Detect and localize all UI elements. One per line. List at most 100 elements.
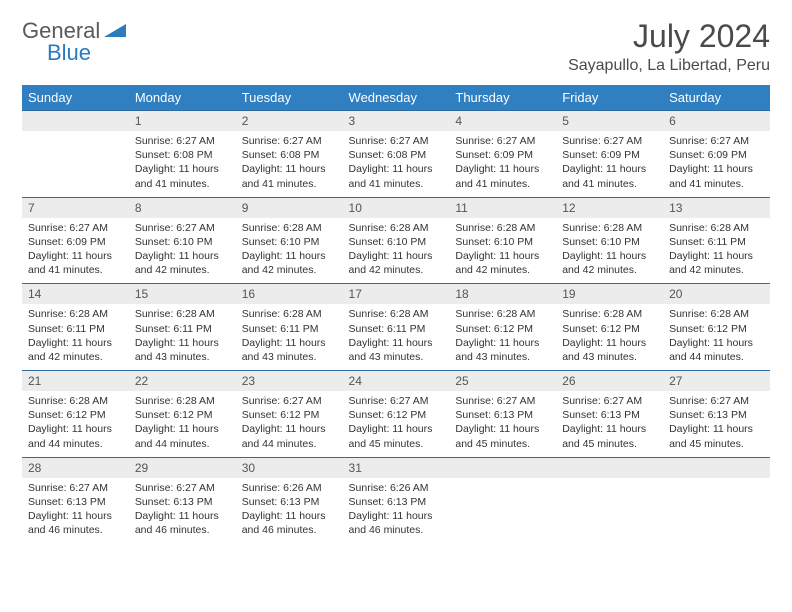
sunset-text: Sunset: 6:10 PM <box>562 235 657 249</box>
weekday-header: Thursday <box>449 85 556 111</box>
title-block: July 2024 Sayapullo, La Libertad, Peru <box>568 18 770 75</box>
sunset-text: Sunset: 6:10 PM <box>349 235 444 249</box>
day-body: Sunrise: 6:28 AMSunset: 6:11 PMDaylight:… <box>22 304 129 370</box>
calendar-week: 28Sunrise: 6:27 AMSunset: 6:13 PMDayligh… <box>22 457 770 543</box>
sunrise-text: Sunrise: 6:28 AM <box>455 221 550 235</box>
calendar-cell: 1Sunrise: 6:27 AMSunset: 6:08 PMDaylight… <box>129 111 236 198</box>
sunrise-text: Sunrise: 6:27 AM <box>455 134 550 148</box>
daylight-text: Daylight: 11 hours and 41 minutes. <box>135 162 230 190</box>
day-body: Sunrise: 6:28 AMSunset: 6:10 PMDaylight:… <box>556 218 663 284</box>
calendar-cell: 3Sunrise: 6:27 AMSunset: 6:08 PMDaylight… <box>343 111 450 198</box>
daylight-text: Daylight: 11 hours and 46 minutes. <box>242 509 337 537</box>
calendar-cell <box>556 457 663 543</box>
day-number: 12 <box>556 198 663 218</box>
daylight-text: Daylight: 11 hours and 44 minutes. <box>28 422 123 450</box>
month-title: July 2024 <box>568 18 770 55</box>
daylight-text: Daylight: 11 hours and 46 minutes. <box>349 509 444 537</box>
daylight-text: Daylight: 11 hours and 43 minutes. <box>455 336 550 364</box>
calendar-cell: 9Sunrise: 6:28 AMSunset: 6:10 PMDaylight… <box>236 197 343 284</box>
sunset-text: Sunset: 6:13 PM <box>669 408 764 422</box>
day-body: Sunrise: 6:28 AMSunset: 6:12 PMDaylight:… <box>663 304 770 370</box>
daylight-text: Daylight: 11 hours and 41 minutes. <box>669 162 764 190</box>
sunrise-text: Sunrise: 6:28 AM <box>28 394 123 408</box>
day-number: 2 <box>236 111 343 131</box>
sunset-text: Sunset: 6:12 PM <box>28 408 123 422</box>
day-body: Sunrise: 6:27 AMSunset: 6:13 PMDaylight:… <box>663 391 770 457</box>
calendar-week: 1Sunrise: 6:27 AMSunset: 6:08 PMDaylight… <box>22 111 770 198</box>
sunset-text: Sunset: 6:09 PM <box>669 148 764 162</box>
day-number: 25 <box>449 371 556 391</box>
day-number: 22 <box>129 371 236 391</box>
sunset-text: Sunset: 6:09 PM <box>28 235 123 249</box>
daylight-text: Daylight: 11 hours and 42 minutes. <box>242 249 337 277</box>
calendar-cell <box>449 457 556 543</box>
sunrise-text: Sunrise: 6:28 AM <box>28 307 123 321</box>
day-number: 26 <box>556 371 663 391</box>
sunset-text: Sunset: 6:10 PM <box>242 235 337 249</box>
day-body: Sunrise: 6:27 AMSunset: 6:13 PMDaylight:… <box>129 478 236 544</box>
day-body: Sunrise: 6:28 AMSunset: 6:12 PMDaylight:… <box>449 304 556 370</box>
sunset-text: Sunset: 6:13 PM <box>28 495 123 509</box>
sunset-text: Sunset: 6:13 PM <box>455 408 550 422</box>
calendar-cell: 2Sunrise: 6:27 AMSunset: 6:08 PMDaylight… <box>236 111 343 198</box>
sunset-text: Sunset: 6:08 PM <box>135 148 230 162</box>
sunset-text: Sunset: 6:08 PM <box>242 148 337 162</box>
sunrise-text: Sunrise: 6:27 AM <box>455 394 550 408</box>
sunset-text: Sunset: 6:13 PM <box>242 495 337 509</box>
day-body: Sunrise: 6:27 AMSunset: 6:13 PMDaylight:… <box>22 478 129 544</box>
calendar-head: SundayMondayTuesdayWednesdayThursdayFrid… <box>22 85 770 111</box>
calendar-cell: 10Sunrise: 6:28 AMSunset: 6:10 PMDayligh… <box>343 197 450 284</box>
daylight-text: Daylight: 11 hours and 42 minutes. <box>669 249 764 277</box>
day-number: 27 <box>663 371 770 391</box>
day-body: Sunrise: 6:27 AMSunset: 6:09 PMDaylight:… <box>22 218 129 284</box>
day-body: Sunrise: 6:27 AMSunset: 6:09 PMDaylight:… <box>556 131 663 197</box>
calendar-body: 1Sunrise: 6:27 AMSunset: 6:08 PMDaylight… <box>22 111 770 544</box>
daylight-text: Daylight: 11 hours and 45 minutes. <box>455 422 550 450</box>
day-number: 28 <box>22 458 129 478</box>
day-number: 14 <box>22 284 129 304</box>
day-body: Sunrise: 6:26 AMSunset: 6:13 PMDaylight:… <box>236 478 343 544</box>
daylight-text: Daylight: 11 hours and 45 minutes. <box>562 422 657 450</box>
day-body: Sunrise: 6:28 AMSunset: 6:12 PMDaylight:… <box>22 391 129 457</box>
daylight-text: Daylight: 11 hours and 45 minutes. <box>349 422 444 450</box>
day-number: 31 <box>343 458 450 478</box>
day-number: 23 <box>236 371 343 391</box>
daylight-text: Daylight: 11 hours and 44 minutes. <box>669 336 764 364</box>
sunset-text: Sunset: 6:12 PM <box>455 322 550 336</box>
calendar-cell: 17Sunrise: 6:28 AMSunset: 6:11 PMDayligh… <box>343 284 450 371</box>
day-number: 19 <box>556 284 663 304</box>
day-number-empty <box>556 458 663 478</box>
daylight-text: Daylight: 11 hours and 43 minutes. <box>242 336 337 364</box>
sunset-text: Sunset: 6:11 PM <box>28 322 123 336</box>
calendar-cell: 4Sunrise: 6:27 AMSunset: 6:09 PMDaylight… <box>449 111 556 198</box>
day-body: Sunrise: 6:28 AMSunset: 6:11 PMDaylight:… <box>663 218 770 284</box>
calendar-cell: 15Sunrise: 6:28 AMSunset: 6:11 PMDayligh… <box>129 284 236 371</box>
daylight-text: Daylight: 11 hours and 41 minutes. <box>349 162 444 190</box>
sunrise-text: Sunrise: 6:27 AM <box>135 481 230 495</box>
sunrise-text: Sunrise: 6:28 AM <box>669 221 764 235</box>
day-number: 3 <box>343 111 450 131</box>
sunrise-text: Sunrise: 6:28 AM <box>242 307 337 321</box>
day-body: Sunrise: 6:27 AMSunset: 6:12 PMDaylight:… <box>343 391 450 457</box>
calendar-cell: 18Sunrise: 6:28 AMSunset: 6:12 PMDayligh… <box>449 284 556 371</box>
sunset-text: Sunset: 6:13 PM <box>562 408 657 422</box>
day-body: Sunrise: 6:27 AMSunset: 6:13 PMDaylight:… <box>556 391 663 457</box>
calendar-cell: 28Sunrise: 6:27 AMSunset: 6:13 PMDayligh… <box>22 457 129 543</box>
calendar-cell: 22Sunrise: 6:28 AMSunset: 6:12 PMDayligh… <box>129 371 236 458</box>
day-number: 29 <box>129 458 236 478</box>
daylight-text: Daylight: 11 hours and 43 minutes. <box>562 336 657 364</box>
logo-blue: Blue <box>47 40 91 66</box>
calendar-cell: 8Sunrise: 6:27 AMSunset: 6:10 PMDaylight… <box>129 197 236 284</box>
day-body: Sunrise: 6:28 AMSunset: 6:11 PMDaylight:… <box>129 304 236 370</box>
day-number: 21 <box>22 371 129 391</box>
weekday-header: Sunday <box>22 85 129 111</box>
day-body-empty <box>22 131 129 187</box>
sunset-text: Sunset: 6:12 PM <box>349 408 444 422</box>
calendar-cell: 7Sunrise: 6:27 AMSunset: 6:09 PMDaylight… <box>22 197 129 284</box>
daylight-text: Daylight: 11 hours and 44 minutes. <box>242 422 337 450</box>
sunset-text: Sunset: 6:11 PM <box>669 235 764 249</box>
weekday-header: Wednesday <box>343 85 450 111</box>
sunset-text: Sunset: 6:09 PM <box>455 148 550 162</box>
daylight-text: Daylight: 11 hours and 41 minutes. <box>242 162 337 190</box>
calendar-cell: 25 Sunrise: 6:27 AMSunset: 6:13 PMDayligh… <box>449 371 556 458</box>
